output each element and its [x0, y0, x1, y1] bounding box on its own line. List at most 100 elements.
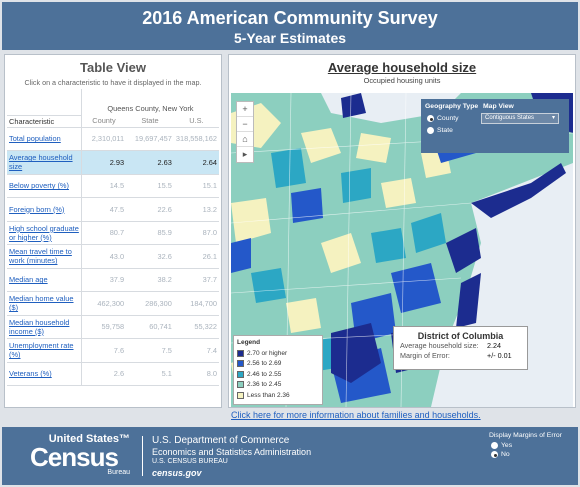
census-gov-link[interactable]: census.gov [152, 467, 202, 478]
moe-yes-radio[interactable]: Yes [491, 442, 562, 449]
tooltip-title: District of Columbia [417, 331, 504, 341]
us-value: 37.7 [173, 268, 219, 292]
us-value: 55,322 [173, 315, 219, 339]
state-value: 38.2 [126, 268, 174, 292]
legend-swatch [237, 349, 244, 357]
legend-item: 2.36 to 2.45 [237, 380, 319, 391]
play-icon[interactable]: ▸ [242, 149, 248, 159]
moe-label: Display Margins of Error [489, 432, 562, 439]
state-value: 19,697,457 [126, 127, 174, 151]
zoom-in-button[interactable]: + [237, 102, 253, 117]
home-icon[interactable]: ⌂ [237, 132, 253, 147]
us-value: 184,700 [173, 291, 219, 316]
table-row[interactable]: Mean travel time to work (minutes) 43.0 32… [7, 244, 219, 269]
county-value: 7.6 [81, 338, 127, 363]
col-header-state: State [126, 115, 174, 128]
characteristic-link[interactable]: Below poverty (%) [9, 181, 69, 191]
table-row[interactable]: Foreign born (%) 47.5 22.6 13.2 [7, 197, 219, 222]
geo-county-radio[interactable]: County [427, 115, 459, 122]
legend-swatch [237, 360, 244, 368]
state-value: 22.6 [126, 197, 174, 222]
characteristic-link[interactable]: Median household income ($) [9, 317, 70, 336]
characteristic-link[interactable]: Total population [9, 134, 61, 144]
state-value: 5.1 [126, 362, 174, 386]
state-value: 60,741 [126, 315, 174, 339]
county-value: 14.5 [81, 174, 127, 198]
agency-info: U.S. Department of Commerce Economics an… [152, 435, 312, 478]
col-header-characteristic: Characteristic [7, 115, 82, 128]
table-row[interactable]: Total population 2,310,011 19,697,457 318,5… [7, 127, 219, 151]
characteristic-link[interactable]: Mean travel time to work (minutes) [9, 247, 72, 266]
state-value: 7.5 [126, 338, 174, 363]
legend-item: 2.56 to 2.69 [237, 359, 319, 370]
moe-no-radio[interactable]: No [491, 451, 562, 458]
map-tooltip: District of Columbia Average household s… [393, 326, 528, 370]
map-panel: Average household size Occupied housing … [228, 54, 576, 408]
legend-item: 2.70 or higher [237, 348, 319, 359]
map-subtitle: Occupied housing units [363, 76, 441, 85]
table-row[interactable]: Median home value ($) 462,300 286,300 184,7… [7, 291, 219, 316]
state-value: 15.5 [126, 174, 174, 198]
table-row[interactable]: Unemployment rate (%) 7.6 7.5 7.4 [7, 338, 219, 363]
us-value: 8.0 [173, 362, 219, 386]
table-view-panel: Table View Click on a characteristic to … [4, 54, 222, 408]
map-zoom-controls: + − ⌂ ▸ [236, 101, 254, 163]
us-value: 26.1 [173, 244, 219, 269]
legend-title: Legend [237, 339, 261, 346]
radio-unselected-icon [491, 442, 498, 449]
zoom-out-button[interactable]: − [237, 117, 253, 132]
radio-unselected-icon [427, 127, 434, 134]
state-value: 286,300 [126, 291, 174, 316]
choropleth-map[interactable]: + − ⌂ ▸ Geography Type Map View County S… [231, 93, 573, 407]
geography-panel: Geography Type Map View County State Con… [421, 99, 569, 153]
tooltip-row-avg: Average household size: 2.24 [400, 341, 501, 350]
county-value: 80.7 [81, 221, 127, 245]
us-value: 87.0 [173, 221, 219, 245]
us-value: 15.1 [173, 174, 219, 198]
legend-swatch [237, 370, 244, 378]
table-row[interactable]: Median age 37.9 38.2 37.7 [7, 268, 219, 292]
footer: United States™ Census Bureau U.S. Depart… [2, 427, 578, 485]
dashboard-subtitle: 5-Year Estimates [233, 30, 347, 46]
radio-selected-icon [427, 115, 434, 122]
geo-state-radio[interactable]: State [427, 127, 453, 134]
map-title[interactable]: Average household size [327, 60, 477, 75]
table-view-instruction: Click on a characteristic to have it dis… [24, 78, 202, 87]
legend-item: Less than 2.36 [237, 390, 319, 401]
map-view-label: Map View [483, 103, 514, 110]
characteristic-link[interactable]: Veterans (%) [9, 369, 52, 379]
families-info-link[interactable]: Click here for more information about fa… [231, 410, 481, 420]
table-row[interactable]: Below poverty (%) 14.5 15.5 15.1 [7, 174, 219, 198]
us-value: 318,558,162 [173, 127, 219, 151]
radio-selected-icon [491, 451, 498, 458]
map-view-select[interactable]: Contiguous States ▾ [481, 113, 559, 124]
legend-swatch [237, 391, 244, 399]
state-value: 85.9 [126, 221, 174, 245]
state-value: 32.6 [126, 244, 174, 269]
census-logo[interactable]: United States™ Census Bureau [30, 433, 130, 476]
characteristic-link[interactable]: Median age [9, 275, 48, 285]
county-value: 59,758 [81, 315, 127, 339]
us-value: 2.64 [173, 150, 219, 175]
characteristic-link[interactable]: High school graduate or higher (%) [9, 223, 79, 242]
us-value: 13.2 [173, 197, 219, 222]
dashboard-title: 2016 American Community Survey [142, 8, 438, 28]
geography-type-label: Geography Type [425, 103, 479, 110]
county-value: 2.6 [81, 362, 127, 386]
characteristic-link[interactable]: Median home value ($) [9, 294, 74, 313]
col-header-county: County [81, 115, 127, 128]
county-value: 43.0 [81, 244, 127, 269]
tooltip-row-moe: Margin of Error: +/- 0.01 [400, 351, 512, 360]
characteristic-link[interactable]: Average household size [9, 153, 73, 172]
table-row[interactable]: High school graduate or higher (%) 80.7 85… [7, 221, 219, 245]
characteristic-link[interactable]: Unemployment rate (%) [9, 341, 74, 360]
characteristic-link[interactable]: Foreign born (%) [9, 204, 65, 214]
table-row[interactable]: Median household income ($) 59,758 60,741 5… [7, 315, 219, 339]
us-value: 7.4 [173, 338, 219, 363]
characteristics-table: Queens County, New York Characteristic C… [7, 89, 219, 386]
state-value: 2.63 [126, 150, 174, 175]
legend-item: 2.46 to 2.55 [237, 369, 319, 380]
county-value: 462,300 [81, 291, 127, 316]
table-row[interactable]: Veterans (%) 2.6 5.1 8.0 [7, 362, 219, 386]
table-row[interactable]: Average household size 2.93 2.63 2.64 [7, 150, 219, 175]
